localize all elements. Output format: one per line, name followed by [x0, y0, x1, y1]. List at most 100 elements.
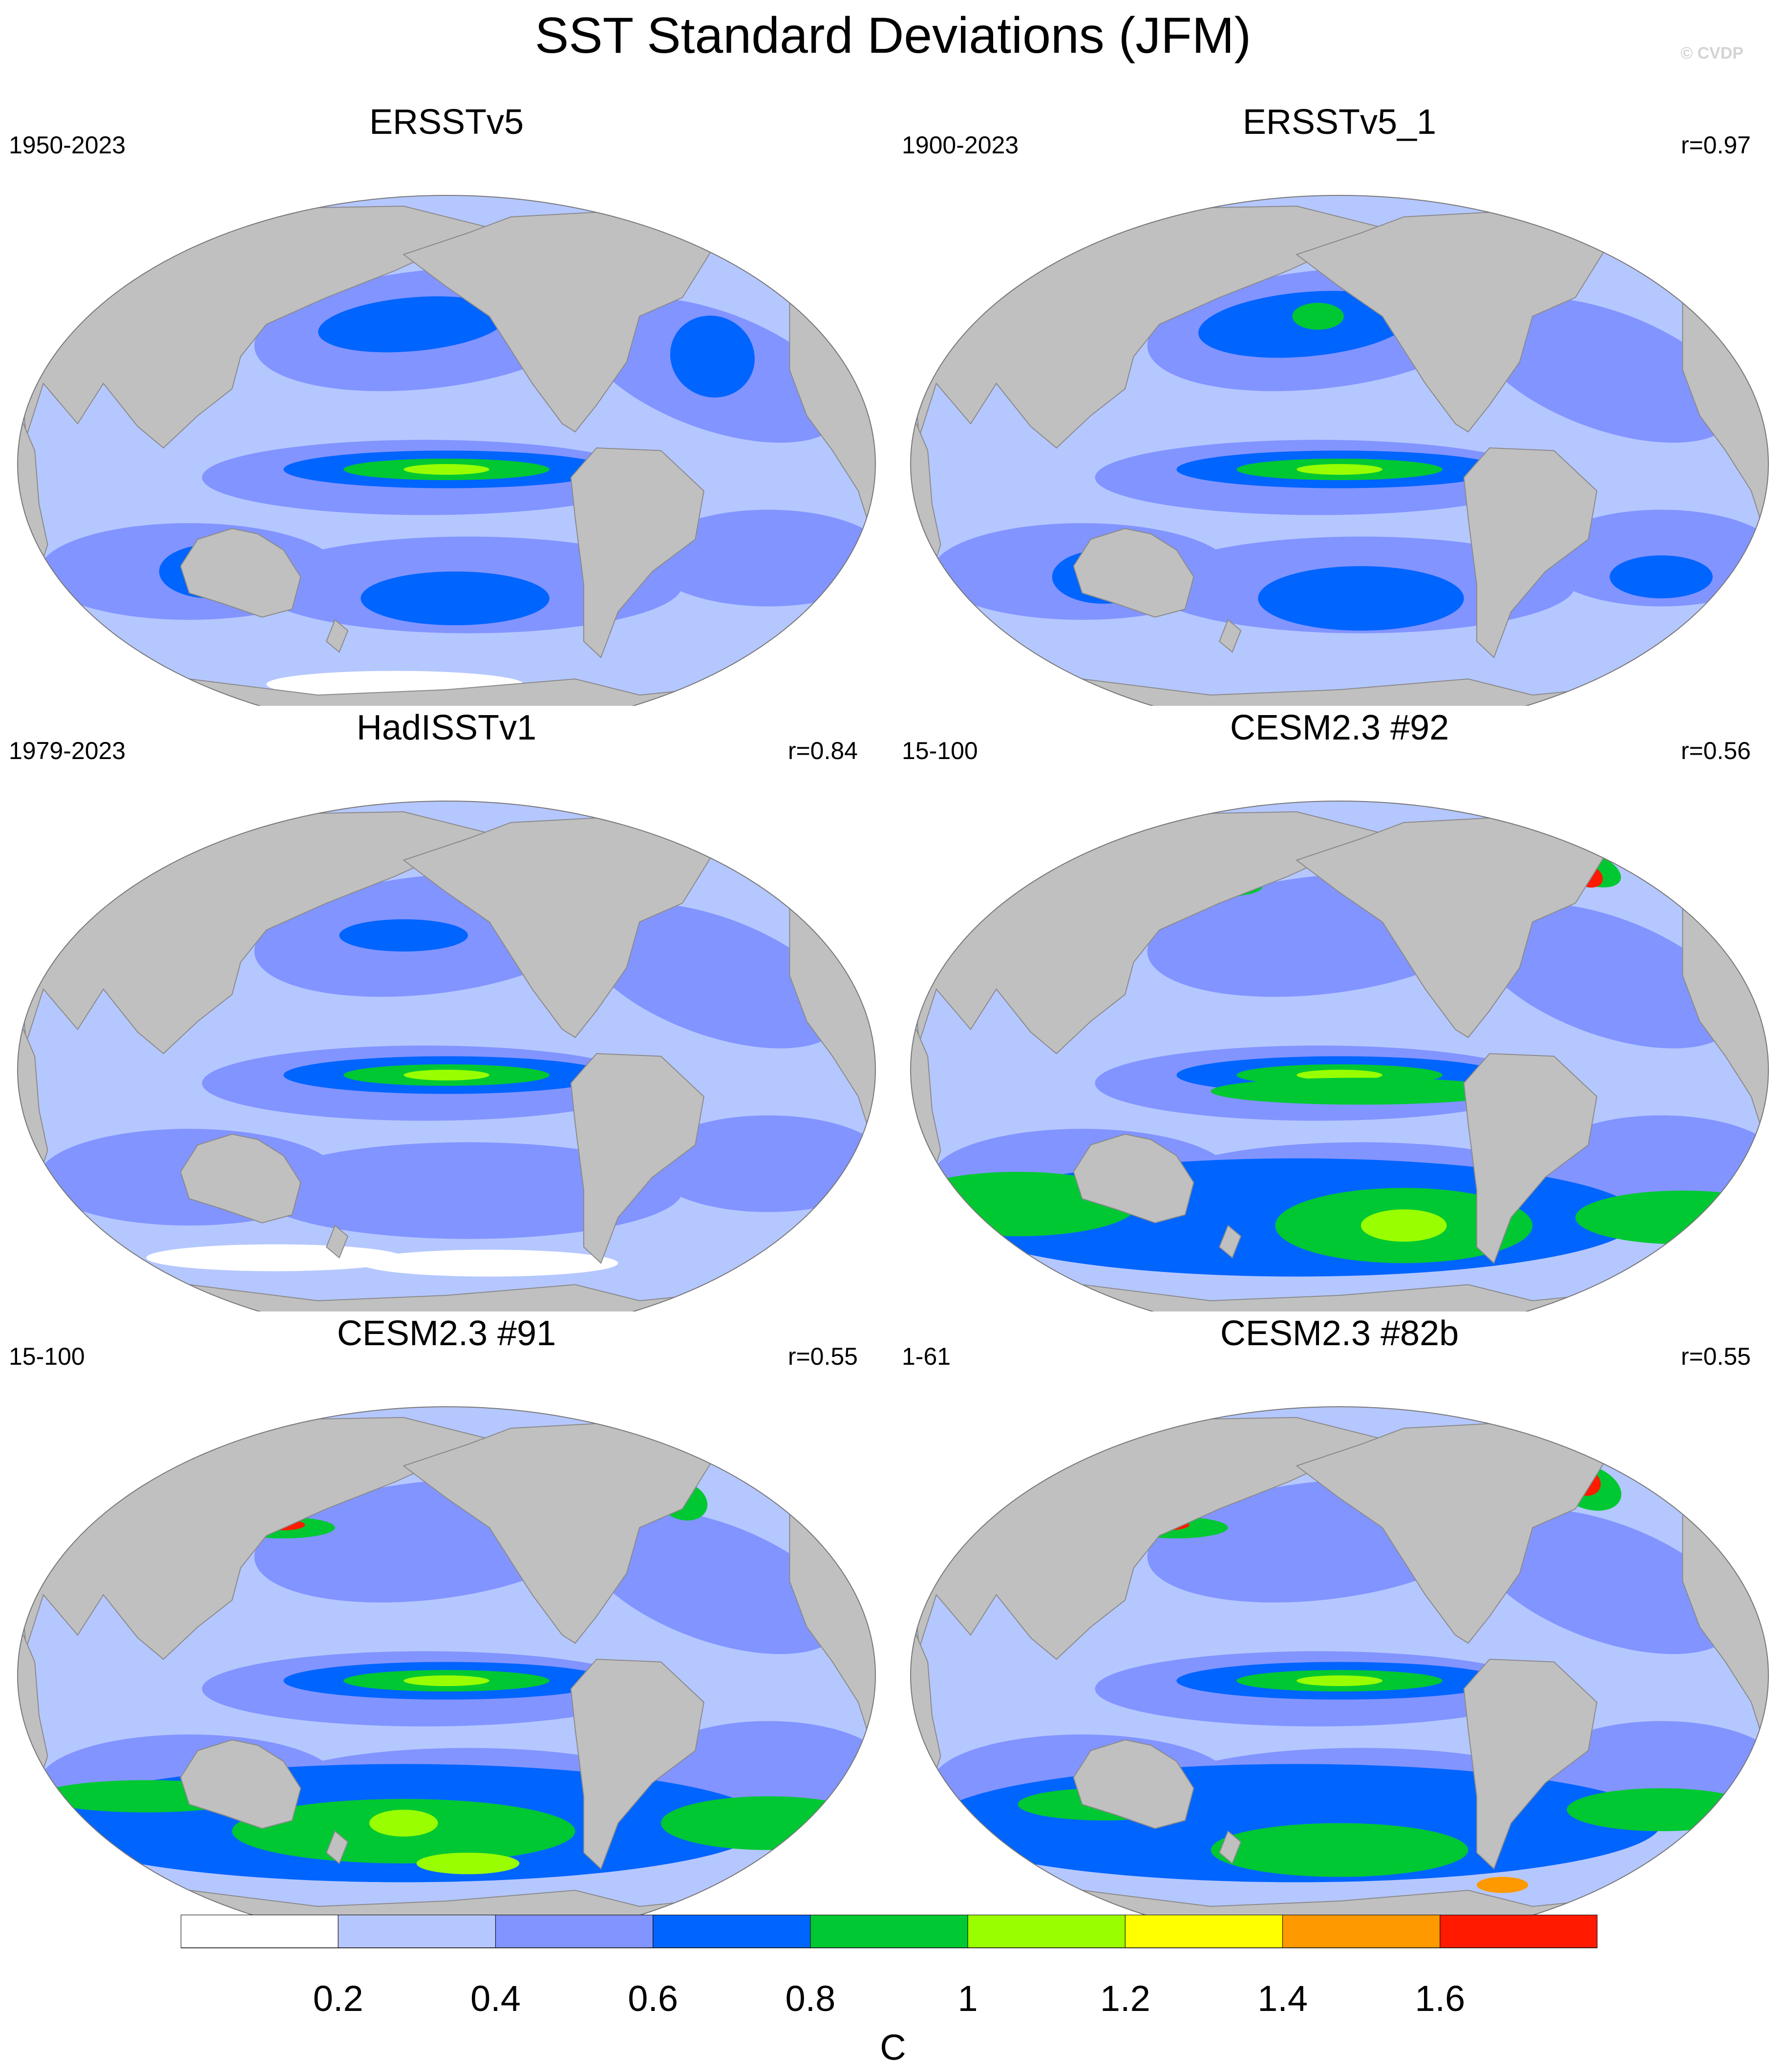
land-antarctica: [18, 1889, 875, 1917]
land-greenland: [1561, 1407, 1666, 1456]
land-south-america: [1463, 447, 1597, 658]
land-antarctica: [18, 1284, 875, 1311]
panel-title: ERSSTv5: [369, 103, 524, 142]
panel-years: 1-61: [902, 1343, 951, 1370]
sst-field: [911, 1407, 1768, 1917]
panel-correlation: r=0.97: [1680, 131, 1751, 159]
sst-contour: [416, 1853, 520, 1874]
sst-contour: [661, 1796, 875, 1850]
colorbar-tick-label: 1: [957, 1978, 978, 2019]
panel-years: 1950-2023: [9, 131, 126, 159]
sst-field: [18, 195, 875, 706]
sst-contour: [146, 1244, 404, 1271]
land-greenland: [1561, 195, 1666, 245]
colorbar-tick-label: 0.4: [470, 1978, 521, 2019]
world-map: [910, 195, 1769, 706]
map-frame: [910, 195, 1769, 706]
land-australia: [1073, 1739, 1194, 1829]
panel-correlation: r=0.84: [787, 737, 858, 764]
map-panel-cesm2-3-82b: CESM2.3 #82b 1-61 r=0.55: [893, 1311, 1786, 1917]
colorbar-tick-label: 1.4: [1257, 1978, 1308, 2019]
panel-correlation: r=0.55: [1680, 1343, 1751, 1370]
sst-contour: [404, 464, 489, 475]
land-north-america: [403, 208, 713, 433]
land-new-zealand: [325, 1830, 349, 1864]
sst-contour: [404, 1675, 489, 1686]
land-australia: [1073, 528, 1194, 618]
world-map: [17, 195, 876, 706]
sst-contour: [318, 296, 507, 353]
sst-contour: [404, 1070, 489, 1080]
land-greenland: [668, 195, 773, 245]
sst-field: [18, 1407, 875, 1917]
colorbar: [181, 1915, 1597, 1948]
world-map: [910, 1406, 1769, 1917]
land-south-america: [1463, 1053, 1597, 1264]
land-new-zealand: [1218, 1830, 1242, 1864]
land-north-america: [1296, 814, 1606, 1038]
sst-contour: [1475, 1508, 1736, 1654]
sst-contour: [1297, 464, 1382, 475]
figure-title: SST Standard Deviations (JFM): [534, 7, 1252, 64]
credit-watermark: © CVDP: [1680, 44, 1743, 63]
map-frame: [910, 801, 1769, 1311]
colorbar-tick-label: 0.6: [628, 1978, 679, 2019]
map-panel-ersstv5: ERSSTv5 1950-2023: [0, 100, 893, 706]
land-europe-west: [1703, 1419, 1768, 1516]
colorbar-tick-label: 1.6: [1415, 1978, 1466, 2019]
land-europe-west: [1703, 208, 1768, 304]
sst-contour: [1575, 1190, 1768, 1245]
colorbar-tick-label: 0.2: [313, 1978, 363, 2019]
map-frame: [17, 801, 876, 1311]
land-europe-west: [810, 208, 875, 304]
land-north-america: [1296, 208, 1606, 433]
sst-contour: [1743, 598, 1768, 625]
land-new-zealand: [325, 619, 349, 653]
panel-years: 1979-2023: [9, 737, 126, 764]
land-greenland: [668, 1407, 773, 1456]
world-map: [910, 801, 1769, 1311]
land-greenland: [668, 801, 773, 850]
land-south-america: [570, 1053, 704, 1264]
land-australia: [180, 1133, 301, 1224]
sst-field: [18, 801, 875, 1311]
colorbar-swatch: [653, 1915, 811, 1948]
panel-title: CESM2.3 #82b: [1220, 1314, 1459, 1353]
colorbar-tick-label: 1.2: [1100, 1978, 1150, 2019]
map-panel-cesm2-3-92: CESM2.3 #92 15-100 r=0.56: [893, 706, 1786, 1311]
land-north-america: [403, 814, 713, 1038]
panel-years: 15-100: [9, 1343, 85, 1370]
panel-title: HadISSTv1: [356, 708, 537, 747]
sst-contour: [1211, 1823, 1468, 1877]
sst-contour: [1361, 1209, 1447, 1242]
land-north-america: [403, 1419, 713, 1644]
panel-title: CESM2.3 #91: [337, 1314, 556, 1353]
land-new-zealand: [1218, 619, 1242, 653]
sst-contour: [1610, 555, 1713, 598]
colorbar-swatch: [495, 1915, 654, 1948]
map-frame: [17, 195, 876, 706]
land-australia: [180, 1739, 301, 1829]
map-panel-cesm2-3-91: CESM2.3 #91 15-100 r=0.55: [0, 1311, 893, 1917]
land-south-america: [570, 447, 704, 658]
sst-contour: [369, 1810, 438, 1837]
sst-contour: [361, 571, 550, 625]
world-map: [17, 1406, 876, 1917]
sst-contour: [1475, 903, 1736, 1049]
colorbar-swatch: [1440, 1915, 1597, 1948]
sst-contour: [1292, 303, 1344, 330]
land-south-america: [570, 1658, 704, 1870]
sst-contour: [1541, 1115, 1768, 1212]
sst-contour: [1567, 1788, 1756, 1831]
colorbar-swatch: [1282, 1915, 1441, 1948]
colorbar-swatch: [181, 1915, 339, 1948]
map-frame: [910, 1406, 1769, 1917]
sst-contour: [1475, 297, 1736, 443]
panel-correlation: r=0.56: [1680, 737, 1751, 764]
sst-contour: [648, 1115, 875, 1212]
colorbar-swatch: [338, 1915, 496, 1948]
sst-contour: [1297, 1675, 1382, 1686]
panel-title: ERSSTv5_1: [1242, 103, 1437, 142]
land-europe-west: [810, 1419, 875, 1516]
sst-contour: [361, 1249, 618, 1277]
